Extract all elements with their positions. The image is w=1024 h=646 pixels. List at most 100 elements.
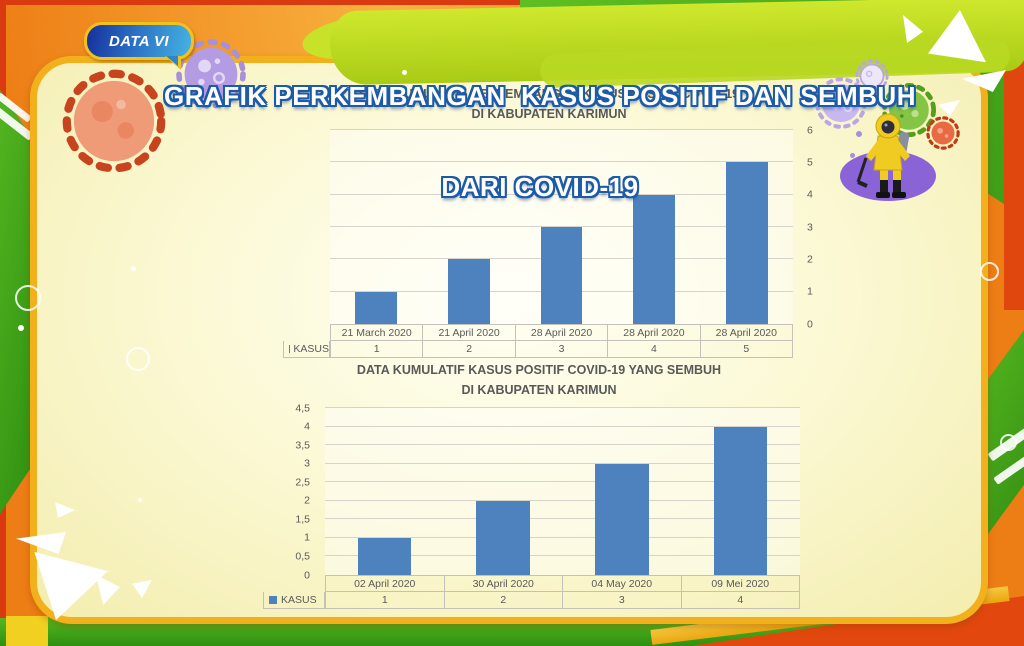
table-spacer bbox=[283, 324, 330, 341]
gridline bbox=[330, 129, 793, 130]
series-label: KASUS bbox=[281, 594, 317, 606]
coronavirus-red-icon bbox=[926, 116, 960, 150]
category-cell: 04 May 2020 bbox=[563, 576, 682, 592]
bar bbox=[540, 227, 583, 324]
coronavirus-lilac-icon bbox=[815, 77, 867, 129]
value-cell: 1 bbox=[326, 592, 445, 609]
gridline bbox=[330, 161, 793, 163]
decor-dot bbox=[131, 266, 136, 271]
value-cell: 5 bbox=[700, 341, 794, 358]
coronavirus-orange-icon bbox=[62, 69, 166, 173]
coronavirus-outline-icon bbox=[855, 59, 889, 93]
y-tick-label: 0 bbox=[304, 568, 310, 581]
bg-yellow-square bbox=[6, 616, 48, 646]
y-axis: 0 0,5 1 1,5 2 2,5 3 3,5 4 4,5 bbox=[263, 403, 317, 580]
y-tick-label: 1 bbox=[807, 285, 813, 298]
category-row: 02 April 2020 30 April 2020 04 May 2020 09 … bbox=[263, 575, 800, 592]
value-cell: 2 bbox=[444, 592, 563, 609]
category-cell: 28 April 2020 bbox=[700, 325, 794, 341]
bar bbox=[355, 291, 398, 324]
gridline bbox=[325, 425, 800, 427]
y-tick-label: 0 bbox=[807, 317, 813, 330]
category-row-cells: 21 March 2020 21 April 2020 28 April 2020 2… bbox=[330, 324, 794, 341]
gridline bbox=[330, 193, 793, 195]
gridline bbox=[325, 518, 800, 520]
decor-dot bbox=[18, 325, 24, 331]
coronavirus-green-icon bbox=[882, 83, 936, 137]
plot-area bbox=[325, 407, 800, 575]
value-cell: 1 bbox=[331, 341, 424, 358]
page-title-line1: GRAFIK PERKEMBANGAN KASUS POSITIF DAN SE… bbox=[164, 80, 916, 111]
chart-title: DATA KUMULATIF KASUS POSITIF COVID-19 YA… bbox=[263, 360, 815, 400]
chart-title: DATA KUMULATIF PERKEMBANGAN KASUS POSITI… bbox=[283, 84, 815, 124]
y-tick-label: 3 bbox=[304, 457, 310, 470]
decor-ring bbox=[980, 262, 999, 281]
series-swatch-icon bbox=[269, 596, 277, 604]
y-tick-label: 6 bbox=[807, 123, 813, 136]
chart-kasus-positif: DATA KUMULATIF PERKEMBANGAN KASUS POSITI… bbox=[283, 84, 815, 362]
decor-dot bbox=[856, 131, 862, 137]
chart-kasus-sembuh: DATA KUMULATIF KASUS POSITIF COVID-19 YA… bbox=[263, 360, 815, 612]
bg-red-right-strip bbox=[1004, 0, 1024, 310]
decor-dot bbox=[402, 70, 407, 75]
data-table: 02 April 2020 30 April 2020 04 May 2020 09 … bbox=[263, 575, 800, 609]
table-spacer bbox=[263, 575, 325, 592]
gridline bbox=[325, 555, 800, 557]
bar bbox=[357, 537, 412, 575]
category-cell: 28 April 2020 bbox=[608, 325, 701, 341]
decor-dot bbox=[138, 498, 142, 502]
y-tick-label: 5 bbox=[807, 156, 813, 169]
y-tick-label: 2 bbox=[304, 494, 310, 507]
decor-ring bbox=[126, 347, 150, 371]
chart-title-line2: DI KABUPATEN KARIMUN bbox=[461, 383, 617, 397]
badge-label: DATA VI bbox=[108, 32, 170, 50]
bar bbox=[713, 426, 768, 575]
category-cell: 02 April 2020 bbox=[326, 576, 445, 592]
chart-title-line1: DATA KUMULATIF KASUS POSITIF COVID-19 YA… bbox=[356, 363, 722, 377]
y-axis: 0 1 2 3 4 5 6 bbox=[799, 125, 825, 329]
value-cell: 3 bbox=[563, 592, 682, 609]
value-cell: 2 bbox=[423, 341, 516, 358]
decor-dot bbox=[850, 153, 855, 158]
category-cell: 21 March 2020 bbox=[331, 325, 424, 341]
category-row: 21 March 2020 21 April 2020 28 April 2020 2… bbox=[283, 324, 794, 341]
gridline bbox=[330, 226, 793, 227]
chart-title-line2: DI KABUPATEN KARIMUN bbox=[471, 107, 627, 121]
category-cell: 30 April 2020 bbox=[444, 576, 563, 592]
y-tick-label: 1,5 bbox=[295, 513, 310, 526]
bar bbox=[725, 162, 768, 324]
series-label: KASUS bbox=[293, 343, 329, 355]
y-tick-label: 3 bbox=[807, 220, 813, 233]
gridline bbox=[325, 407, 800, 408]
decor-ring bbox=[1000, 434, 1017, 451]
category-cell: 21 April 2020 bbox=[423, 325, 516, 341]
page-title: GRAFIK PERKEMBANGAN KASUS POSITIF DAN SE… bbox=[150, 20, 930, 263]
chart-title-line1: DATA KUMULATIF PERKEMBANGAN KASUS POSITI… bbox=[358, 87, 740, 101]
data-table: 21 March 2020 21 April 2020 28 April 2020 2… bbox=[283, 324, 794, 358]
y-tick-label: 2 bbox=[807, 253, 813, 266]
y-tick-label: 2,5 bbox=[295, 475, 310, 488]
category-cell: 28 April 2020 bbox=[515, 325, 609, 341]
data-vi-badge: DATA VI bbox=[84, 22, 194, 70]
plot-area bbox=[330, 129, 793, 324]
y-tick-label: 4,5 bbox=[295, 401, 310, 414]
y-tick-label: 1 bbox=[304, 531, 310, 544]
bar bbox=[633, 194, 675, 324]
gridline bbox=[325, 444, 800, 446]
y-tick-label: 4 bbox=[807, 188, 813, 201]
hazmat-worker-illustration bbox=[840, 113, 936, 201]
bar bbox=[595, 463, 649, 575]
coronavirus-purple-icon bbox=[176, 39, 246, 109]
bg-red-top-strip bbox=[0, 0, 1024, 5]
category-row-cells: 02 April 2020 30 April 2020 04 May 2020 09 … bbox=[325, 575, 800, 592]
value-cell: 4 bbox=[608, 341, 701, 358]
y-tick-label: 0,5 bbox=[295, 550, 310, 563]
decor-ring bbox=[15, 285, 41, 311]
legend-cell: KASUS bbox=[263, 592, 325, 609]
gridline bbox=[325, 536, 800, 538]
